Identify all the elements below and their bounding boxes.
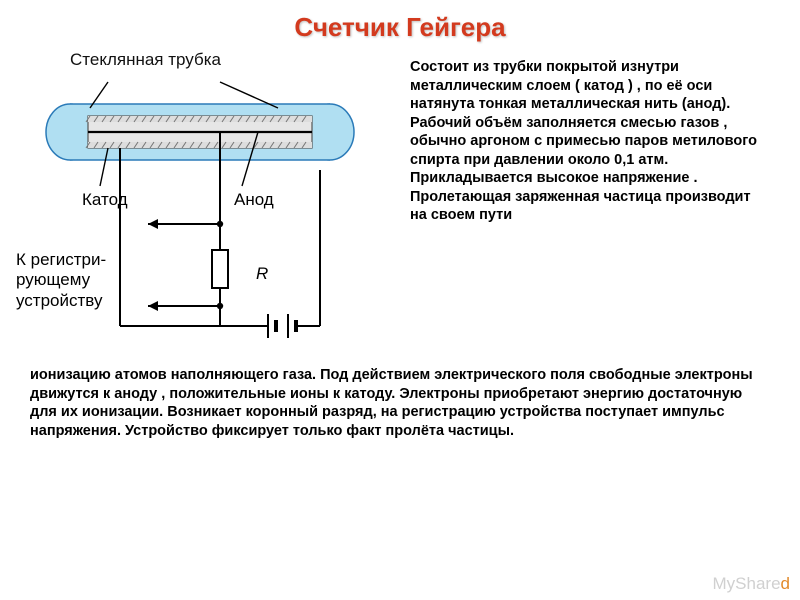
page-title: Счетчик Гейгера bbox=[0, 12, 800, 43]
geiger-tube-svg bbox=[20, 74, 390, 364]
description-right: Состоит из трубки покрытой изнутри метал… bbox=[410, 58, 770, 225]
watermark-part2: d bbox=[781, 574, 790, 593]
description-bottom: ионизацию атомов наполняющего газа. Под … bbox=[30, 366, 770, 440]
watermark: MyShared bbox=[713, 574, 791, 594]
cathode-label: Катод bbox=[82, 190, 128, 210]
geiger-diagram: Стеклянная трубка bbox=[20, 52, 390, 362]
anode-label: Анод bbox=[234, 190, 274, 210]
tube-label: Стеклянная трубка bbox=[70, 50, 221, 70]
watermark-part1: MyShare bbox=[713, 574, 781, 593]
register-device-label: К регистри- рующему устройству bbox=[16, 250, 106, 311]
resistor-label: R bbox=[256, 264, 268, 284]
